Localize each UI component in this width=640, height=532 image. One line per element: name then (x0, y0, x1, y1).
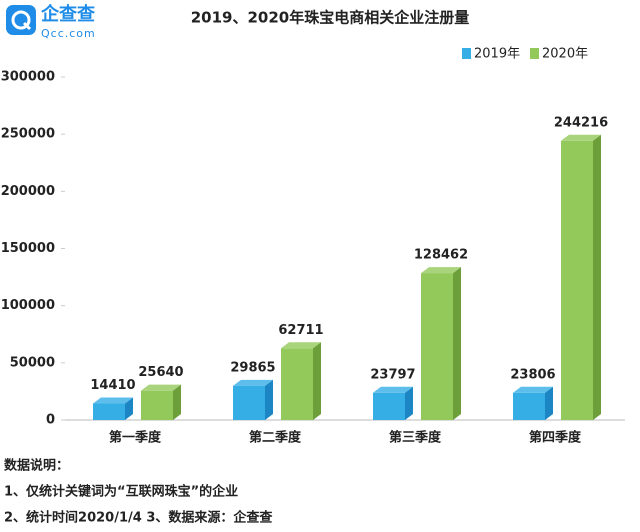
value-label: 244216 (554, 115, 608, 130)
logo-url: Qcc.com (41, 27, 96, 40)
x-tick-label: 第四季度 (529, 430, 582, 446)
logo-icon (6, 5, 36, 35)
note: 1、仅统计关键词为“互联网珠宝”的企业 (4, 484, 238, 500)
bar (93, 397, 133, 420)
bar-side (593, 134, 601, 420)
bar-front (233, 385, 265, 420)
bar-front (93, 403, 125, 420)
y-tick-label: 100000 (1, 298, 55, 313)
bar-side (265, 379, 273, 420)
bar (281, 342, 321, 420)
bar-front (281, 348, 313, 420)
bar-side (545, 386, 553, 420)
bar-side (405, 386, 413, 420)
x-tick-label: 第二季度 (249, 430, 302, 446)
value-label: 25640 (138, 365, 183, 380)
bar-top (93, 397, 133, 404)
bar-top (421, 267, 461, 274)
bar-side (125, 397, 133, 420)
y-tick-label: 0 (46, 413, 55, 428)
bar (513, 386, 553, 420)
chart-title: 2019、2020年珠宝电商相关企业注册量 (191, 9, 470, 27)
bar (233, 379, 273, 420)
bar (421, 267, 461, 420)
value-label: 14410 (90, 378, 135, 393)
bar-top (513, 386, 553, 393)
bar-front (513, 392, 545, 420)
logo-name: 企查查 (40, 3, 95, 25)
value-label: 29865 (230, 360, 275, 375)
y-tick-label: 250000 (1, 127, 55, 142)
y-tick-label: 200000 (1, 184, 55, 199)
y-tick-label: 300000 (1, 70, 55, 85)
bar-front (141, 390, 173, 420)
note: 数据说明： (4, 458, 69, 474)
logo: 企查查 Qcc.com (6, 3, 96, 40)
value-label: 23797 (370, 367, 415, 382)
bar-top (561, 134, 601, 141)
bar-top (373, 386, 413, 393)
bar-side (453, 267, 461, 420)
bar-front (421, 273, 453, 420)
bar-top (233, 379, 273, 386)
legend-swatch (530, 48, 539, 59)
bar-front (373, 392, 405, 420)
y-tick-label: 150000 (1, 241, 55, 256)
value-label: 128462 (414, 248, 468, 263)
x-tick-label: 第三季度 (389, 430, 442, 446)
logo-icon-tail (22, 21, 32, 31)
legend-label: 2020年 (542, 47, 588, 62)
bar-side (173, 384, 181, 420)
legend-label: 2019年 (474, 47, 520, 62)
y-tick-label: 50000 (10, 355, 55, 370)
bar-top (141, 384, 181, 391)
bar-front (561, 140, 593, 420)
note: 2、统计时间2020/1/4 3、数据来源：企查查 (4, 510, 273, 526)
bar (561, 134, 601, 420)
legend-swatch (462, 48, 471, 59)
logo-icon-ring (11, 10, 31, 30)
value-label: 23806 (510, 367, 555, 382)
bar-side (313, 342, 321, 420)
x-tick-label: 第一季度 (109, 430, 162, 446)
bar-top (281, 342, 321, 349)
value-label: 62711 (278, 323, 323, 338)
bar (373, 386, 413, 420)
bar (141, 384, 181, 420)
